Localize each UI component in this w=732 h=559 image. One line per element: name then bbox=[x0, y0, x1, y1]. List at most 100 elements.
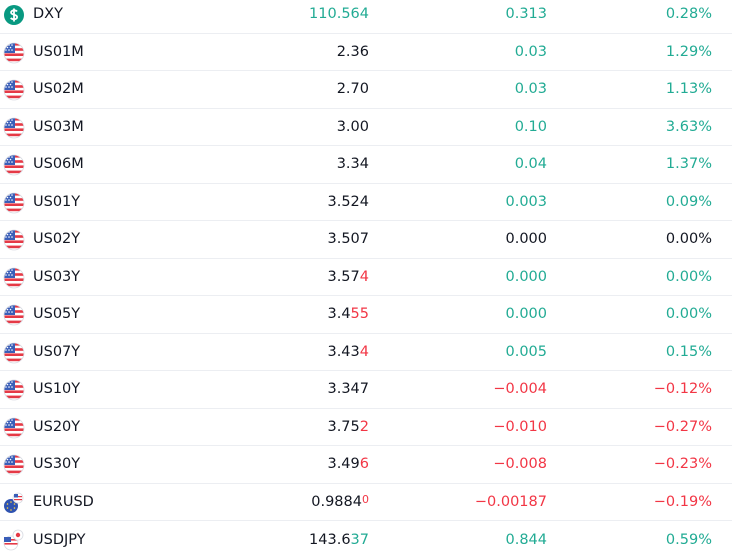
change-percent: 1.37% bbox=[665, 156, 712, 173]
symbol-icon bbox=[4, 5, 24, 25]
symbol: US05Y bbox=[33, 306, 81, 323]
change: 0.005 bbox=[505, 343, 547, 360]
symbol-icon bbox=[3, 379, 25, 401]
change: 0.10 bbox=[514, 118, 547, 135]
last-price-part: 3.49 bbox=[327, 456, 360, 473]
change-percent: 1.29% bbox=[665, 43, 712, 60]
symbol-icon bbox=[4, 492, 24, 513]
last-price-part: 2.70 bbox=[336, 81, 369, 98]
change: −0.00187 bbox=[474, 493, 547, 510]
symbol-icon bbox=[3, 79, 25, 101]
watchlist-row[interactable]: US03M 3.00 0.10 3.63% bbox=[0, 109, 732, 146]
last-price-part: 4 bbox=[359, 343, 369, 360]
symbol: US03M bbox=[33, 118, 84, 135]
symbol: US03Y bbox=[33, 268, 81, 285]
watchlist-row[interactable]: EURUSD 0.9884 0 −0.00187 −0.19% bbox=[0, 484, 732, 521]
last-price: 143.6 37 bbox=[309, 521, 369, 559]
change-percent: −0.12% bbox=[653, 381, 712, 398]
symbol: US20Y bbox=[33, 418, 81, 435]
change: −0.004 bbox=[493, 381, 547, 398]
change-percent: −0.23% bbox=[653, 456, 712, 473]
change: 0.003 bbox=[505, 193, 547, 210]
symbol: US07Y bbox=[33, 343, 81, 360]
change: 0.04 bbox=[514, 156, 547, 173]
symbol-icon bbox=[3, 342, 25, 363]
change: 0.03 bbox=[514, 43, 547, 60]
change: 0.000 bbox=[505, 306, 547, 323]
symbol-icon bbox=[3, 304, 25, 326]
last-price: 3.75 2 bbox=[327, 409, 369, 446]
watchlist-row[interactable]: DXY 110.564 0.313 0.28% bbox=[0, 0, 732, 34]
symbol: USDJPY bbox=[33, 531, 86, 548]
change: 0.844 bbox=[505, 531, 547, 548]
watchlist-row[interactable]: US01Y 3.524 0.003 0.09% bbox=[0, 184, 732, 221]
watchlist-row[interactable]: US30Y 3.49 6 −0.008 −0.23% bbox=[0, 446, 732, 484]
last-price-part: 3.34 bbox=[336, 156, 369, 173]
change: −0.010 bbox=[493, 418, 547, 435]
watchlist-row[interactable]: USDJPY 143.6 37 0.844 0.59% bbox=[0, 521, 732, 559]
symbol-icon bbox=[3, 192, 25, 213]
watchlist-row[interactable]: US01M 2.36 0.03 1.29% bbox=[0, 34, 732, 71]
change-percent: 0.00% bbox=[665, 268, 712, 285]
symbol-icon bbox=[3, 267, 25, 288]
last-price-part: 6 bbox=[359, 456, 369, 473]
change: 0.000 bbox=[505, 231, 547, 248]
change-percent: 1.13% bbox=[665, 81, 712, 98]
change-percent: 0.00% bbox=[665, 231, 712, 248]
watchlist-row[interactable]: US06M 3.34 0.04 1.37% bbox=[0, 146, 732, 184]
last-price: 3.4 55 bbox=[327, 296, 369, 333]
last-price-part: 3.524 bbox=[327, 193, 369, 210]
watchlist-row[interactable]: US03Y 3.57 4 0.000 0.00% bbox=[0, 259, 732, 296]
last-price-part: 3.507 bbox=[327, 231, 369, 248]
last-price-part: 4 bbox=[359, 268, 369, 285]
symbol: US01M bbox=[33, 43, 84, 60]
symbol-icon bbox=[3, 154, 25, 176]
last-price: 3.507 bbox=[327, 221, 369, 258]
watchlist-row[interactable]: US05Y 3.4 55 0.000 0.00% bbox=[0, 296, 732, 334]
change: 0.313 bbox=[505, 6, 547, 23]
last-price-part: 2.36 bbox=[336, 43, 369, 60]
last-price-part: 0 bbox=[362, 492, 369, 506]
last-price-part: 143.6 bbox=[309, 531, 351, 548]
last-price: 110.564 bbox=[309, 0, 369, 33]
symbol: DXY bbox=[33, 6, 63, 23]
watchlist-row[interactable]: US20Y 3.75 2 −0.010 −0.27% bbox=[0, 409, 732, 446]
last-price: 3.524 bbox=[327, 184, 369, 221]
symbol-icon bbox=[3, 454, 25, 476]
last-price-part: 55 bbox=[350, 306, 369, 323]
last-price-part: 3.75 bbox=[327, 418, 360, 435]
watchlist-row[interactable]: US02Y 3.507 0.000 0.00% bbox=[0, 221, 732, 259]
symbol: US30Y bbox=[33, 456, 81, 473]
last-price: 3.00 bbox=[337, 109, 369, 146]
last-price-part: 0.9884 bbox=[311, 493, 362, 510]
last-price-part: 3.347 bbox=[327, 381, 369, 398]
last-price: 3.347 bbox=[327, 371, 369, 408]
symbol: US06M bbox=[33, 156, 84, 173]
last-price: 2.36 bbox=[337, 34, 369, 71]
change-percent: 0.15% bbox=[665, 343, 712, 360]
last-price-part: 3.43 bbox=[327, 343, 360, 360]
last-price: 0.9884 0 bbox=[311, 484, 369, 521]
symbol: US02Y bbox=[33, 231, 81, 248]
last-price-part: 37 bbox=[350, 531, 369, 548]
last-price-part: 3.57 bbox=[327, 268, 360, 285]
last-price-part: 110.564 bbox=[309, 6, 369, 23]
change-percent: 0.28% bbox=[665, 6, 712, 23]
symbol-icon bbox=[3, 417, 25, 438]
watchlist-row[interactable]: US10Y 3.347 −0.004 −0.12% bbox=[0, 371, 732, 409]
watchlist-row[interactable]: US02M 2.70 0.03 1.13% bbox=[0, 71, 732, 109]
change: 0.000 bbox=[505, 268, 547, 285]
change: 0.03 bbox=[514, 81, 547, 98]
symbol: EURUSD bbox=[33, 493, 94, 510]
symbol: US01Y bbox=[33, 193, 81, 210]
watchlist-row[interactable]: US07Y 3.43 4 0.005 0.15% bbox=[0, 334, 732, 371]
change-percent: 0.00% bbox=[665, 306, 712, 323]
last-price: 3.49 6 bbox=[327, 446, 369, 483]
symbol-icon bbox=[3, 117, 25, 138]
change-percent: −0.27% bbox=[653, 418, 712, 435]
change-percent: 3.63% bbox=[665, 118, 712, 135]
last-price: 2.70 bbox=[337, 71, 369, 108]
symbol-icon bbox=[3, 529, 24, 551]
last-price: 3.34 bbox=[337, 146, 369, 183]
symbol-icon bbox=[3, 229, 25, 251]
